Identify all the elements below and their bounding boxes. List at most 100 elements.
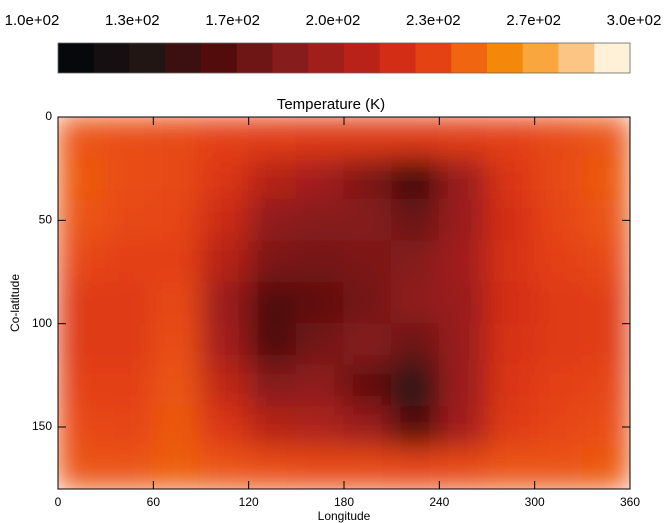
- heatmap-cell: [391, 364, 440, 407]
- heatmap-cell: [534, 240, 583, 283]
- x-tick-label: 120: [239, 495, 259, 509]
- heatmap-cell: [295, 281, 345, 325]
- colorbar-frame: [57, 42, 631, 74]
- heatmap-cell: [152, 157, 202, 201]
- x-tick-label: 360: [620, 495, 640, 509]
- colorbar-tick-label: 3.0e+02: [607, 12, 662, 29]
- heatmap-cell: [343, 157, 393, 201]
- heatmap-cell: [391, 447, 440, 489]
- heatmap-cell: [581, 281, 630, 325]
- heatmap-cell: [105, 323, 154, 366]
- colorbar-swatch: [308, 43, 345, 73]
- heatmap-cell: [105, 157, 154, 201]
- heatmap-cell: [152, 199, 202, 242]
- heatmap-cell: [486, 364, 536, 407]
- heatmap-cell: [295, 364, 345, 407]
- heatmap-cell: [391, 405, 440, 449]
- heatmap-cell: [295, 117, 345, 159]
- colorbar-swatch: [129, 43, 166, 73]
- heatmap-cell: [486, 281, 536, 325]
- heatmap-cell: [105, 240, 154, 283]
- heatmap-cell: [486, 240, 536, 283]
- heatmap-cell: [152, 405, 202, 449]
- heatmap-cell: [534, 117, 583, 159]
- heatmap-cell: [486, 117, 536, 159]
- chart-title: Temperature (K): [277, 96, 385, 113]
- heatmap-cell: [248, 364, 297, 407]
- colorbar-tick-label: 2.3e+02: [406, 12, 461, 29]
- heatmap-cell: [343, 240, 393, 283]
- y-tick-label: 150: [32, 419, 52, 433]
- colorbar-swatch: [558, 43, 595, 73]
- heatmap-cell: [581, 364, 630, 407]
- heatmap-cell: [200, 199, 250, 242]
- heatmap-cell: [534, 323, 583, 366]
- heatmap-cell: [295, 157, 345, 201]
- heatmap-cell: [534, 364, 583, 407]
- heatmap-cell: [200, 157, 250, 201]
- heatmap-cell: [152, 240, 202, 283]
- heatmap-cell: [438, 364, 488, 407]
- heatmap-cell: [105, 405, 154, 449]
- heatmap-cell: [581, 199, 630, 242]
- heatmap-cell: [200, 447, 250, 489]
- colorbar-tick-label: 1.0e+02: [5, 12, 60, 29]
- colorbar-swatch: [58, 43, 95, 73]
- heatmap-cell: [58, 240, 107, 283]
- heatmap-cell: [248, 405, 297, 449]
- heatmap-cell: [343, 281, 393, 325]
- heatmap-cell: [248, 157, 297, 201]
- heatmap-cell: [534, 157, 583, 201]
- heatmap-cell: [295, 405, 345, 449]
- heatmap-cell: [248, 199, 297, 242]
- x-axis-label: Longitude: [318, 509, 371, 523]
- x-tick-label: 180: [334, 495, 354, 509]
- heatmap-cell: [438, 447, 488, 489]
- heatmap-cell: [248, 447, 297, 489]
- colorbar-swatch: [272, 43, 309, 73]
- heatmap-cell: [58, 117, 107, 159]
- heatmap-cell: [391, 199, 440, 242]
- y-tick-label: 100: [32, 316, 52, 330]
- colorbar-swatch: [415, 43, 452, 73]
- colorbar-tick-label: 1.7e+02: [205, 12, 260, 29]
- heatmap-cell: [200, 281, 250, 325]
- heatmap-cell: [438, 281, 488, 325]
- heatmap-cell: [534, 199, 583, 242]
- heatmap-cell: [58, 447, 107, 489]
- x-tick-label: 60: [147, 495, 161, 509]
- heatmap-cell: [152, 117, 202, 159]
- heatmap: [58, 117, 630, 489]
- axes: 0 60 120 180 240 300 360 0 50 100 150: [32, 109, 640, 509]
- colorbar-swatch: [487, 43, 524, 73]
- heatmap-cell: [295, 199, 345, 242]
- heatmap-cell: [105, 199, 154, 242]
- colorbar-swatch: [344, 43, 381, 73]
- heatmap-cell: [200, 240, 250, 283]
- heatmap-cell: [58, 157, 107, 201]
- heatmap-cell: [200, 117, 250, 159]
- heatmap-cell: [486, 323, 536, 366]
- heatmap-cell: [391, 240, 440, 283]
- heatmap-cell: [581, 117, 630, 159]
- heatmap-cell: [534, 447, 583, 489]
- heatmap-cell: [295, 447, 345, 489]
- heatmap-cell: [486, 199, 536, 242]
- heatmap-cell: [200, 364, 250, 407]
- heatmap-cell: [486, 447, 536, 489]
- heatmap-cell: [152, 447, 202, 489]
- colorbar-swatch: [165, 43, 202, 73]
- heatmap-cell: [581, 323, 630, 366]
- heatmap-cell: [58, 281, 107, 325]
- x-tick-label: 240: [429, 495, 449, 509]
- heatmap-cell: [58, 405, 107, 449]
- heatmap-cell: [581, 405, 630, 449]
- heatmap-cell: [438, 323, 488, 366]
- heatmap-cell: [343, 199, 393, 242]
- heatmap-cell: [391, 323, 440, 366]
- colorbar-swatch: [379, 43, 416, 73]
- heatmap-cell: [391, 281, 440, 325]
- heatmap-cell: [438, 240, 488, 283]
- colorbar-swatch: [522, 43, 559, 73]
- heatmap-cell: [152, 364, 202, 407]
